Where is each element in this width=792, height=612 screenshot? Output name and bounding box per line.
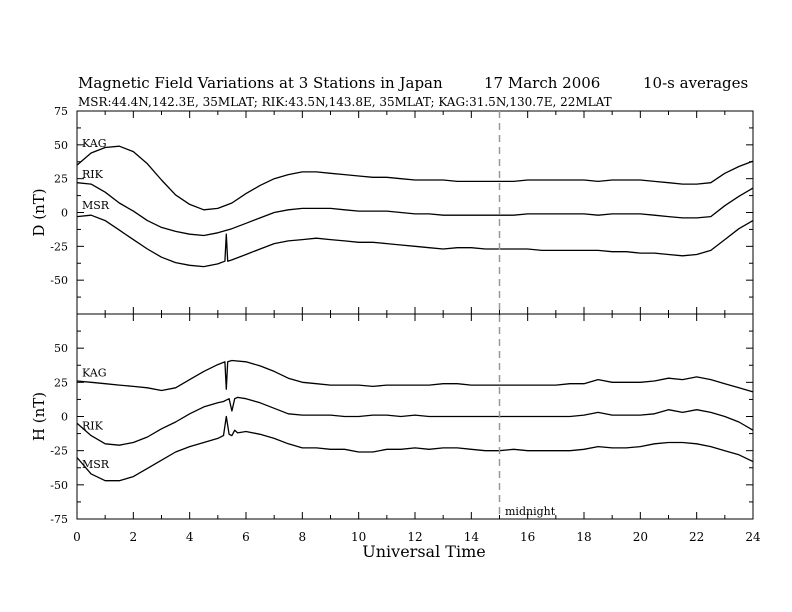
series-label-kag: KAG xyxy=(82,137,107,150)
x-tick-label: 18 xyxy=(576,530,591,544)
series-line-kag xyxy=(76,359,754,393)
chart-date: 17 March 2006 xyxy=(484,74,600,92)
chart-title: Magnetic Field Variations at 3 Stations … xyxy=(78,74,443,92)
y-tick-label: 0 xyxy=(61,207,68,220)
series-label-rik: RIK xyxy=(82,420,104,433)
panels: 75 50 25 0 -25 -50 D (nT) KAG RIK MSR 50 25 0 -25 -50 -… xyxy=(30,105,754,526)
y-tick-label: 50 xyxy=(54,342,68,355)
midnight-label: midnight xyxy=(505,505,556,518)
x-tick-label: 16 xyxy=(520,530,535,544)
y-tick-label: 50 xyxy=(54,139,68,152)
x-axis: 0 2 4 6 8 10 12 14 16 18 20 22 24 xyxy=(73,530,761,544)
panel-1: 75 50 25 0 -25 -50 D (nT) KAG RIK MSR xyxy=(30,105,754,315)
y-tick-label: -75 xyxy=(50,513,68,526)
chart-averaging: 10-s averages xyxy=(643,74,748,92)
series-label-msr: MSR xyxy=(82,199,110,212)
y-tick-label: -25 xyxy=(50,240,68,253)
series-line-kag xyxy=(76,145,754,211)
y-tick-label: 75 xyxy=(54,105,68,118)
x-tick-label: 22 xyxy=(689,530,704,544)
y-tick-label: -25 xyxy=(50,445,68,458)
x-tick-label: 6 xyxy=(242,530,250,544)
x-tick-label: 2 xyxy=(130,530,138,544)
y-tick-label: 0 xyxy=(61,411,68,424)
y-tick-label: -50 xyxy=(50,274,68,287)
series-line-msr xyxy=(76,214,754,268)
series-label-msr: MSR xyxy=(82,458,110,471)
y-tick-label: -50 xyxy=(50,479,68,492)
series-label-rik: RIK xyxy=(82,168,104,181)
panel-frame xyxy=(76,313,754,520)
x-tick-label: 20 xyxy=(633,530,648,544)
series-line-rik xyxy=(76,396,754,446)
x-tick-label: 0 xyxy=(73,530,81,544)
x-tick-label: 10 xyxy=(351,530,366,544)
panel-frame xyxy=(76,110,754,315)
x-axis-label: Universal Time xyxy=(362,542,485,561)
y-tick-label: 25 xyxy=(54,173,68,186)
panel-2: 50 25 0 -25 -50 -75 H (nT) KAG RIK MSR xyxy=(30,313,754,526)
x-tick-label: 14 xyxy=(464,530,480,544)
chart-subtitle: MSR:44.4N,142.3E, 35MLAT; RIK:43.5N,143.… xyxy=(78,95,612,109)
y-axis-label: D (nT) xyxy=(30,188,48,236)
y-tick-label: 25 xyxy=(54,376,68,389)
x-tick-label: 24 xyxy=(745,530,761,544)
x-tick-label: 8 xyxy=(299,530,307,544)
x-tick-label: 4 xyxy=(186,530,194,544)
x-tick-label: 12 xyxy=(407,530,422,544)
y-axis-label: H (nT) xyxy=(30,392,48,441)
series-line-rik xyxy=(76,182,754,237)
series-line-msr xyxy=(76,415,754,482)
series-label-kag: KAG xyxy=(82,366,107,379)
